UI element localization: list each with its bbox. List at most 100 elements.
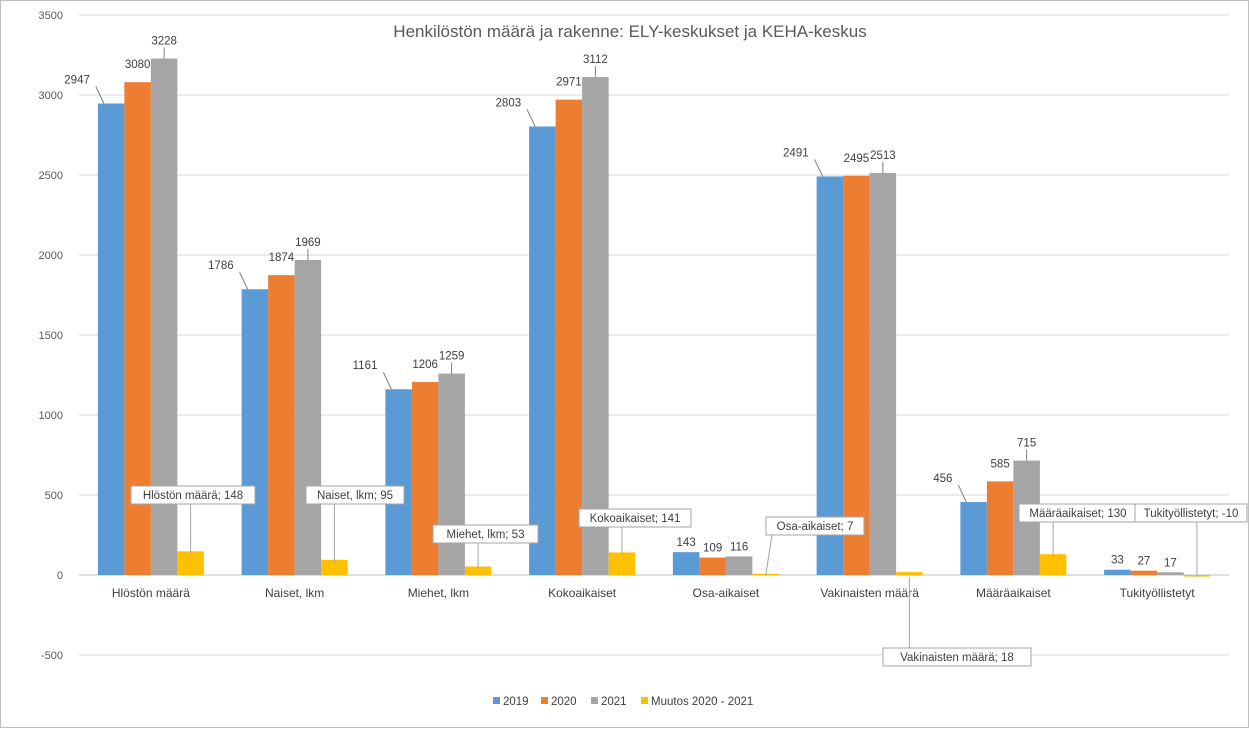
bar-2020: [699, 557, 726, 575]
callout-box: [882, 647, 1032, 667]
legend-swatch: [591, 697, 598, 704]
y-tick-label: 3500: [39, 10, 63, 22]
bar-2020: [1130, 570, 1158, 575]
legend-swatch: [541, 697, 548, 704]
change-callout-label: Hlöstön määrä; 148: [143, 490, 243, 502]
callout-box: [130, 485, 256, 505]
bar-muutos-2020---2021: [896, 572, 923, 575]
legend-label: Muutos 2020 - 2021: [651, 696, 753, 708]
data-label-leader: [95, 86, 105, 104]
data-label: 17: [1164, 557, 1177, 569]
bar-muutos-2020---2021: [321, 559, 348, 575]
data-label: 2803: [496, 98, 522, 110]
bar-2021: [294, 259, 322, 575]
change-callout-label: Tukityöllistetyt; -10: [1144, 508, 1239, 520]
change-callout-label: Vakinaisten määrä; 18: [900, 652, 1014, 664]
bar-2019: [241, 289, 269, 575]
data-label: 143: [677, 537, 696, 549]
y-tick-label: 2500: [39, 170, 63, 182]
bar-2019: [1104, 569, 1131, 575]
data-label-leader: [957, 484, 967, 503]
category-label: Määräaikaiset: [976, 586, 1051, 600]
y-tick-label: 0: [57, 570, 63, 582]
bar-muutos-2020---2021: [608, 552, 636, 575]
data-label: 1969: [295, 237, 321, 249]
data-label: 715: [1017, 438, 1036, 450]
bar-2021: [438, 373, 465, 575]
category-label: Hlöstön määrä: [112, 586, 190, 600]
legend-label: 2019: [503, 696, 529, 708]
callout-box: [432, 524, 539, 544]
change-callout-label: Kokoaikaiset; 141: [590, 513, 681, 525]
data-label: 2971: [556, 77, 582, 89]
bar-2021: [725, 556, 753, 575]
bar-2020: [986, 481, 1014, 575]
y-tick-label: 1500: [39, 330, 63, 342]
y-tick-label: 1000: [39, 410, 63, 422]
bar-2020: [411, 382, 439, 575]
legend-label: 2020: [551, 696, 577, 708]
callout-box: [1134, 503, 1248, 523]
callout-box: [765, 516, 865, 536]
data-label: 109: [703, 543, 722, 555]
bar-2019: [816, 176, 844, 575]
bar-2019: [960, 502, 987, 575]
bar-2021: [869, 172, 897, 576]
change-callout-label: Määräaikaiset; 130: [1029, 508, 1126, 520]
data-label-leader: [526, 109, 536, 127]
data-label: 27: [1137, 556, 1150, 568]
change-callout-label: Miehet, lkm; 53: [447, 529, 525, 541]
data-label: 33: [1111, 555, 1124, 567]
data-label: 2495: [844, 153, 870, 165]
data-label: 2947: [64, 74, 90, 86]
data-label: 1259: [439, 351, 465, 363]
bar-2020: [555, 99, 583, 575]
y-tick-label: 500: [45, 490, 63, 502]
bar-2021: [1157, 572, 1184, 575]
change-callout-label: Osa-aikaiset; 7: [777, 521, 854, 533]
chart-title: Henkilöstön määrä ja rakenne: ELY-keskuk…: [393, 22, 866, 41]
data-label: 3080: [125, 59, 151, 71]
bar-2020: [268, 275, 295, 575]
bar-muutos-2020---2021: [464, 566, 492, 575]
data-label: 3228: [151, 36, 177, 48]
category-label: Osa-aikaiset: [693, 586, 760, 600]
category-label: Kokoaikaiset: [548, 586, 617, 600]
data-label-leader: [382, 372, 392, 390]
y-tick-label: 2000: [39, 250, 63, 262]
data-label-leader: [814, 159, 824, 177]
bar-2019: [97, 103, 125, 575]
y-tick-label: -500: [41, 650, 63, 662]
change-callout-label: Naiset, lkm; 95: [317, 490, 393, 502]
bar-muutos-2020---2021: [1039, 554, 1067, 575]
legend-swatch: [493, 697, 500, 704]
bar-muutos-2020---2021: [177, 551, 204, 575]
bar-2019: [529, 126, 556, 576]
data-label: 1786: [208, 260, 234, 272]
category-label: Tukityöllistetyt: [1120, 586, 1196, 600]
data-label-leader: [239, 272, 249, 290]
data-label: 585: [991, 458, 1010, 470]
y-tick-label: 3000: [39, 90, 63, 102]
data-label: 1206: [412, 359, 438, 371]
data-label: 1874: [269, 252, 295, 264]
callout-leader: [765, 534, 773, 576]
data-label: 116: [730, 541, 748, 553]
callout-box: [305, 485, 405, 505]
bar-2019: [385, 389, 412, 575]
bar-2020: [843, 175, 870, 576]
data-label: 1161: [353, 360, 378, 372]
data-label: 2491: [783, 147, 809, 159]
bar-2021: [582, 77, 609, 575]
legend-label: 2021: [601, 696, 627, 708]
category-label: Vakinaisten määrä: [820, 586, 919, 600]
legend-swatch: [641, 697, 648, 704]
data-label: 3112: [583, 54, 608, 66]
callout-box: [578, 508, 692, 528]
data-label: 2513: [870, 150, 896, 162]
bar-2019: [672, 552, 700, 575]
category-label: Naiset, lkm: [265, 586, 324, 600]
category-label: Miehet, lkm: [408, 586, 469, 600]
